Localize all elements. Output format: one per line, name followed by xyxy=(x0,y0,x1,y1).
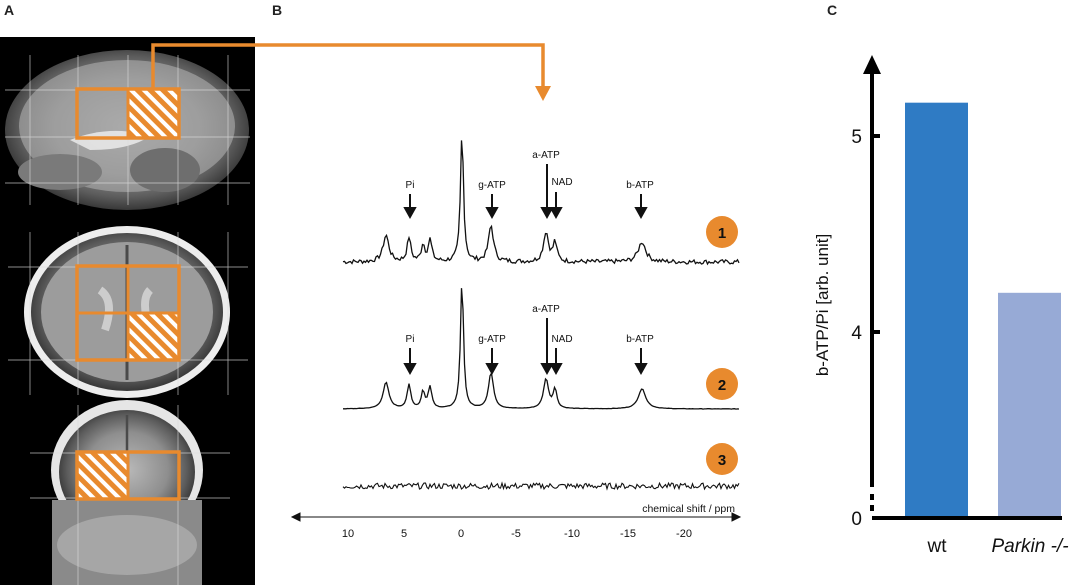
ppm-tick-labels: 10 5 0 -5 -10 -15 -20 xyxy=(342,528,692,540)
peak-label-nad-2: NAD xyxy=(551,334,572,345)
panel-label-a: A xyxy=(4,2,15,18)
spectrum-badge-1: 1 xyxy=(706,216,738,248)
peak-label-g-atp: g-ATP xyxy=(478,180,506,191)
y-axis-arrowhead xyxy=(863,55,881,74)
spectrum-2-trace xyxy=(343,288,740,410)
ppm-tick: 5 xyxy=(401,528,407,540)
panel-label-c: C xyxy=(827,2,838,18)
y-tick-label: 4 xyxy=(851,323,862,344)
peak-labels-spectrum-2: Pi g-ATP a-ATP NAD b-ATP xyxy=(406,304,655,345)
spectra-panel: Pi g-ATP a-ATP NAD b-ATP Pi g-ATP a-ATP … xyxy=(290,140,742,540)
ppm-tick: -10 xyxy=(564,528,580,540)
bar-wt xyxy=(905,102,968,517)
mri-coronal-view xyxy=(30,400,230,585)
bar-chart: 0 4 5 b-ATP/Pi [arb. unit] wt Parkin -/- xyxy=(813,55,1069,557)
spectrum-1-trace xyxy=(342,140,740,266)
y-axis-title: b-ATP/Pi [arb. unit] xyxy=(813,234,832,376)
x-tick-label-wt: wt xyxy=(927,536,948,557)
voxel-connector-arrow xyxy=(151,43,551,101)
ppm-axis-label: chemical shift / ppm xyxy=(642,503,735,515)
peak-label-nad: NAD xyxy=(551,177,572,188)
badge-1-label: 1 xyxy=(718,225,726,242)
peak-labels-spectrum-1: Pi g-ATP a-ATP NAD b-ATP xyxy=(406,150,655,191)
badge-3-label: 3 xyxy=(718,452,726,469)
peak-label-pi-2: Pi xyxy=(406,334,415,345)
peak-label-pi: Pi xyxy=(406,180,415,191)
ppm-tick: 10 xyxy=(342,528,354,540)
mri-panel xyxy=(0,37,255,585)
peak-label-a-atp: a-ATP xyxy=(532,150,560,161)
mri-axial-view xyxy=(8,226,248,398)
y-tick-label: 0 xyxy=(851,509,862,530)
ppm-tick: 0 xyxy=(458,528,464,540)
bar-parkin xyxy=(998,292,1061,516)
x-tick-label-parkin: Parkin -/- xyxy=(991,536,1068,557)
peak-arrows-spectrum-2 xyxy=(403,318,648,376)
spectrum-badge-2: 2 xyxy=(706,368,738,400)
peak-label-b-atp: b-ATP xyxy=(626,180,654,191)
peak-label-a-atp-2: a-ATP xyxy=(532,304,560,315)
y-tick-label: 5 xyxy=(851,127,862,148)
peak-label-g-atp-2: g-ATP xyxy=(478,334,506,345)
peak-label-b-atp-2: b-ATP xyxy=(626,334,654,345)
ppm-tick: -15 xyxy=(620,528,636,540)
peak-arrows-spectrum-1 xyxy=(403,164,648,220)
ppm-tick: -5 xyxy=(511,528,521,540)
ppm-tick: -20 xyxy=(676,528,692,540)
badge-2-label: 2 xyxy=(718,377,726,394)
ppm-axis xyxy=(290,512,742,522)
spectrum-3-trace xyxy=(342,481,740,491)
spectrum-badge-3: 3 xyxy=(706,443,738,475)
mri-sagittal-view xyxy=(5,50,250,210)
panel-label-b: B xyxy=(272,2,283,18)
